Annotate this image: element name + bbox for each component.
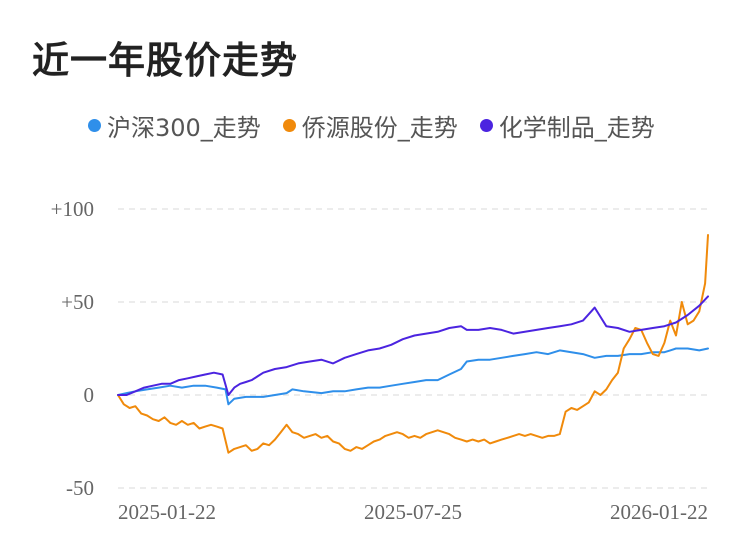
series-line-2	[117, 295, 709, 396]
series-line-0	[117, 347, 709, 406]
legend-label: 侨源股份_走势	[301, 114, 458, 142]
chart-title: 近一年股价走势	[32, 39, 298, 82]
legend-dot-icon	[282, 119, 296, 132]
y-tick-label: +50	[61, 290, 94, 314]
x-tick-label: 2025-01-22	[118, 500, 216, 524]
chart-legend: 沪深300_走势 侨源股份_走势 化学制品_走势	[88, 108, 655, 143]
legend-dot-icon	[88, 119, 101, 132]
series-line-1	[117, 234, 709, 454]
legend-item-hs300[interactable]: 沪深300_走势	[88, 108, 261, 143]
legend-label: 化学制品_走势	[498, 114, 655, 142]
y-tick-label: -50	[66, 476, 94, 500]
legend-item-qiaoyuan[interactable]: 侨源股份_走势	[282, 108, 458, 143]
legend-label: 沪深300_走势	[107, 114, 261, 142]
legend-dot-icon	[479, 119, 493, 132]
legend-item-chemical[interactable]: 化学制品_走势	[479, 108, 655, 143]
x-tick-label: 2025-07-25	[364, 500, 462, 524]
x-tick-label: 2026-01-22	[610, 500, 708, 524]
y-tick-label: +100	[51, 197, 94, 221]
y-tick-label: 0	[84, 383, 95, 407]
